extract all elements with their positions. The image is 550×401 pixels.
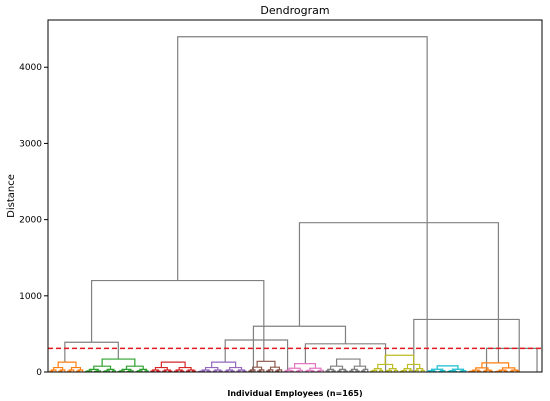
cluster-link [294, 363, 317, 369]
link-merge-3 [298, 222, 500, 363]
cluster-c6 [284, 363, 324, 372]
cluster-link [408, 369, 413, 372]
cluster-link [471, 369, 480, 372]
y-tick-label: 3000 [19, 139, 42, 149]
link-merge-6 [252, 325, 347, 372]
cluster-c4 [197, 361, 247, 373]
cluster-link [481, 362, 510, 368]
y-tick-label: 2000 [19, 216, 42, 226]
cluster-link [128, 370, 134, 372]
cluster-link [211, 361, 237, 368]
cluster-c8 [370, 354, 425, 372]
cluster-link [137, 370, 143, 372]
cluster-link [119, 370, 125, 372]
x-axis-label: Individual Employees (n=165) [227, 389, 362, 398]
cluster-link [111, 370, 116, 372]
cluster-link [144, 370, 149, 372]
y-tick-label: 4000 [19, 63, 42, 73]
cluster-link [420, 369, 425, 372]
cluster-link [401, 369, 407, 372]
cluster-c2 [85, 358, 149, 373]
cluster-link [448, 370, 456, 372]
cluster-link [229, 366, 243, 370]
cluster-link [475, 367, 489, 371]
cluster-link [386, 369, 393, 372]
cluster-link [335, 358, 361, 367]
cluster-link [256, 360, 276, 368]
cluster-link [439, 370, 446, 372]
link-merge-1 [177, 36, 428, 372]
cluster-link [511, 369, 519, 372]
dendrogram-links [64, 36, 538, 372]
cluster-link [388, 368, 397, 371]
cluster-c3 [150, 361, 197, 372]
cluster-link [484, 369, 492, 372]
cluster-link [355, 370, 360, 372]
cluster-link [86, 370, 93, 372]
y-tick-label: 0 [36, 368, 42, 378]
cluster-link [371, 369, 378, 372]
cluster-link [460, 370, 467, 372]
cluster-link [306, 369, 314, 372]
cluster-link [101, 358, 136, 367]
link-merge-2 [90, 279, 265, 362]
cluster-link [297, 369, 304, 372]
cluster-c10 [468, 362, 520, 373]
cluster-link [53, 366, 64, 370]
chart-title: Dendrogram [260, 4, 329, 17]
cluster-link [288, 367, 301, 371]
cluster-link [104, 370, 110, 372]
cluster-link [501, 367, 516, 371]
cluster-link [204, 366, 219, 370]
cluster-link [414, 369, 419, 372]
cluster-link [318, 369, 324, 372]
cluster-c7 [325, 358, 369, 372]
y-tick-label: 1000 [19, 292, 42, 302]
cluster-link [337, 370, 342, 372]
cluster-link [428, 370, 436, 372]
cluster-link [285, 369, 293, 372]
cluster-link [379, 369, 384, 372]
cluster-subtrees [49, 354, 520, 373]
cluster-link [393, 369, 399, 372]
y-axis-label: Distance [6, 174, 17, 218]
cluster-link [361, 370, 366, 372]
cluster-link [95, 370, 102, 372]
link-merge-4 [64, 341, 119, 363]
cluster-link [70, 366, 82, 370]
cluster-link [384, 354, 415, 365]
cluster-link [325, 370, 330, 372]
cluster-link [498, 369, 507, 372]
plot-frame [47, 19, 543, 373]
cluster-link [403, 368, 412, 371]
cluster-link [178, 366, 192, 370]
cluster-link [309, 367, 322, 371]
cluster-link [343, 370, 348, 372]
link-merge-7 [413, 318, 520, 372]
cluster-link [160, 361, 186, 368]
cluster-link [331, 370, 336, 372]
link-merge-5 [224, 339, 289, 372]
cluster-link [436, 365, 459, 370]
cluster-link [349, 370, 354, 372]
cluster-link [416, 368, 424, 371]
cluster-link [154, 366, 168, 370]
y-axis-ticks: 0 1000 2000 3000 4000 [19, 63, 48, 378]
cluster-link [57, 361, 77, 368]
link-merge-9 [485, 347, 538, 372]
cluster-c1 [49, 361, 84, 372]
cluster-link [373, 368, 382, 371]
cluster-c9 [426, 365, 467, 373]
